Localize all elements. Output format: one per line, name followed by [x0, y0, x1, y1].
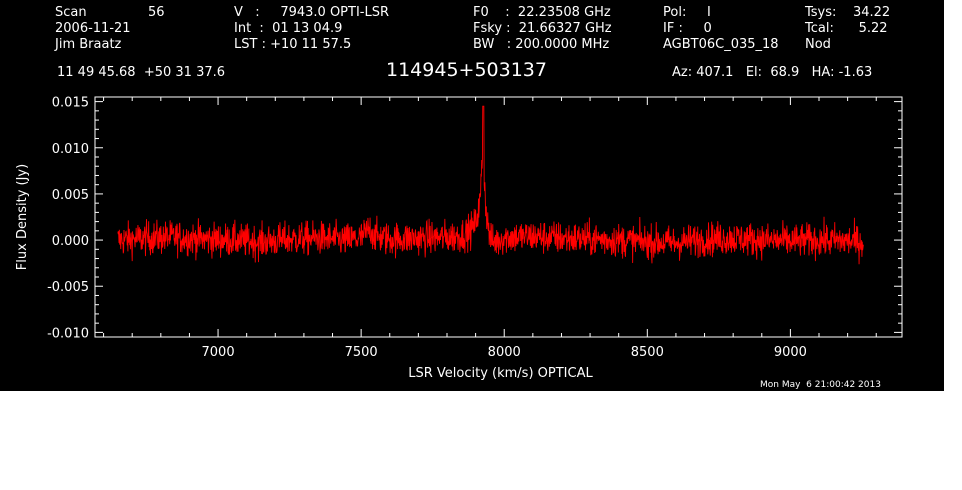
project-id: AGBT06C_035_18: [663, 37, 779, 52]
chart-title: 114945+503137: [386, 59, 547, 81]
observing-mode: Nod: [805, 37, 831, 52]
pointing-angles: Az: 407.1 El: 68.9 HA: -1.63: [672, 65, 873, 80]
y-tick-label: -0.010: [47, 326, 89, 341]
velocity-value: V : 7943.0 OPTI-LSR: [234, 5, 390, 20]
x-tick-label: 8000: [488, 345, 521, 360]
y-tick-label: -0.005: [47, 280, 89, 295]
plot-panel: Scan 56 2006-11-21 Jim Braatz V : 7943.0…: [0, 0, 944, 391]
scan-value: 56: [148, 5, 165, 20]
x-axis-label: LSR Velocity (km/s) OPTICAL: [408, 366, 593, 381]
tsys-value: Tsys: 34.22: [805, 5, 891, 20]
plot-timestamp: Mon May 6 21:00:42 2013: [760, 380, 881, 390]
sky-frequency: Fsky : 21.66327 GHz: [473, 21, 612, 36]
scan-label: Scan: [55, 5, 87, 20]
observation-date: 2006-11-21: [55, 21, 131, 36]
integration-time: Int : 01 13 04.9: [234, 21, 343, 36]
x-tick-label: 8500: [631, 345, 664, 360]
rest-frequency: F0 : 22.23508 GHz: [473, 5, 611, 20]
x-tick-label: 7500: [345, 345, 378, 360]
source-coordinates: 11 49 45.68 +50 31 37.6: [57, 65, 226, 80]
bandwidth: BW : 200.0000 MHz: [473, 37, 610, 52]
x-tick-label: 9000: [774, 345, 807, 360]
plot-frame: [94, 96, 903, 338]
y-tick-label: 0.000: [52, 234, 89, 249]
y-tick-label: 0.015: [52, 96, 89, 111]
x-tick-label: 7000: [202, 345, 235, 360]
y-axis-label: Flux Density (Jy): [15, 164, 30, 270]
lst-value: LST : +10 11 57.5: [234, 37, 352, 52]
polarization: Pol: I: [663, 5, 711, 20]
y-tick-label: 0.010: [52, 142, 89, 157]
observer-name: Jim Braatz: [55, 37, 122, 52]
spectrum-chart: 7000 7500 8000 8500 9000 -0.010 -0.005 0.000 0.0…: [15, 96, 903, 381]
series-line-flux: [117, 105, 864, 265]
if-number: IF : 0: [663, 21, 712, 36]
tcal-value: Tcal: 5.22: [805, 21, 888, 36]
y-tick-label: 0.005: [52, 188, 89, 203]
